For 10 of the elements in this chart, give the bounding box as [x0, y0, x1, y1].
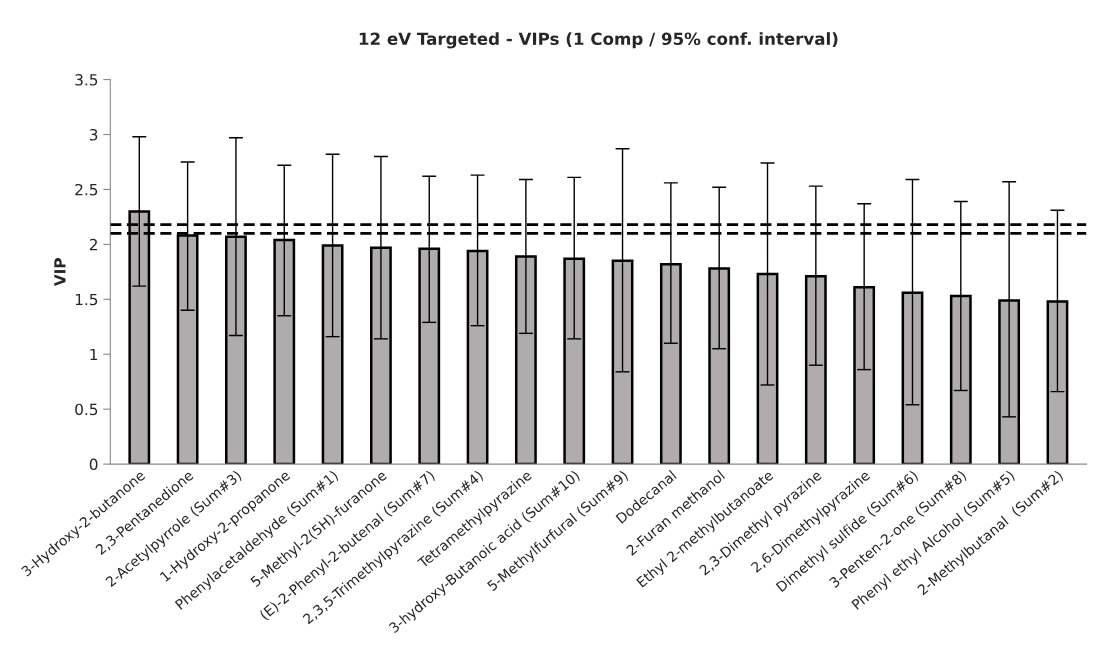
y-tick-label: 0 [89, 458, 98, 471]
y-tick-label: 2.5 [75, 183, 98, 196]
y-tick-label: 0.5 [75, 403, 98, 416]
chart-title: 12 eV Targeted - VIPs (1 Comp / 95% conf. interval) [359, 32, 838, 49]
y-tick-label: 2 [89, 238, 97, 251]
y-tick-label: 3.5 [75, 74, 98, 86]
y-tick-label: 3 [89, 128, 98, 141]
y-tick-label: 1.5 [75, 293, 98, 306]
y-axis-title: VIP [54, 258, 66, 287]
y-tick-label: 1 [90, 348, 98, 361]
